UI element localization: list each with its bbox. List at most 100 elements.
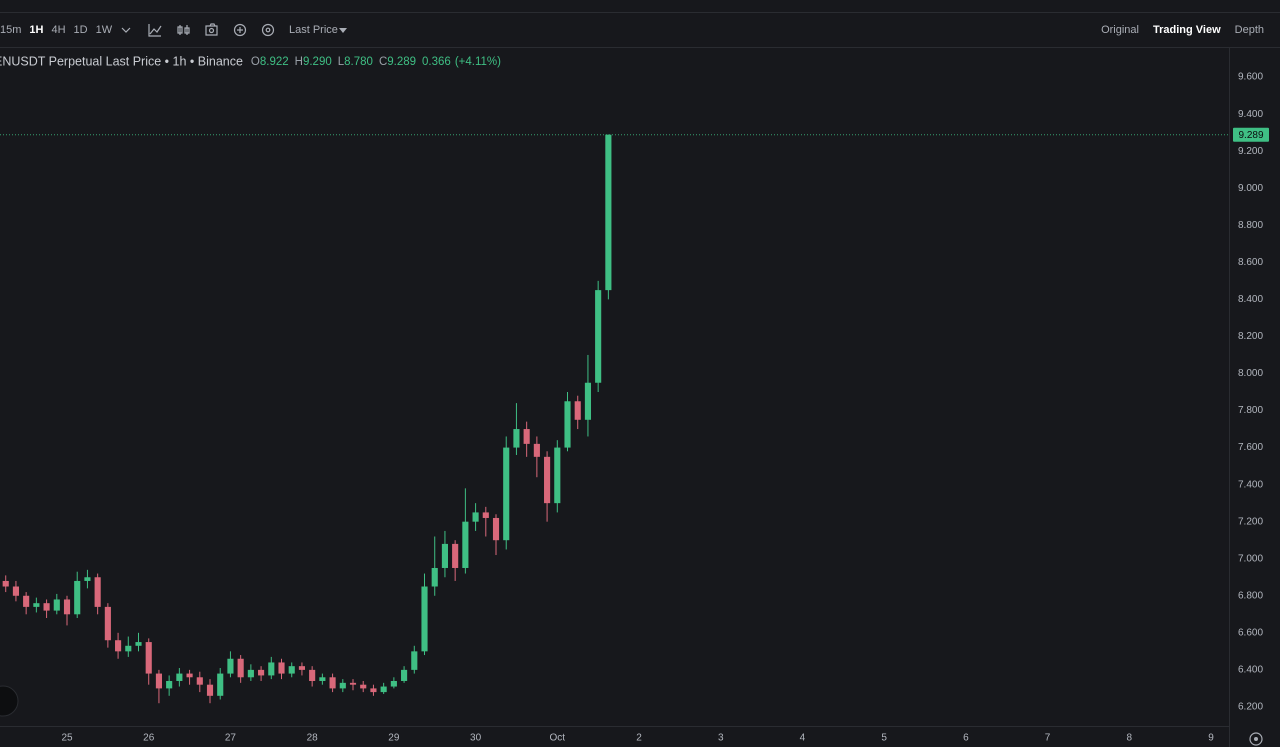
price-mode-arrow[interactable]	[339, 28, 347, 33]
y-tick-label: 7.600	[1238, 442, 1263, 453]
y-tick-label: 9.600	[1238, 72, 1263, 83]
chart-title: ENUSDT Perpetual Last Price • 1h • Binan…	[0, 54, 243, 68]
candle-body	[186, 673, 193, 678]
y-tick-label: 8.600	[1238, 257, 1263, 268]
ohlc-key: H	[295, 56, 303, 68]
candle-body	[472, 512, 479, 522]
add-icon	[237, 27, 243, 33]
candle-body	[247, 669, 254, 678]
time-settings-button[interactable]	[1249, 732, 1263, 746]
x-tick-label: 30	[470, 733, 482, 744]
y-tick-label: 7.000	[1238, 553, 1263, 564]
x-tick-label: Oct	[550, 733, 566, 744]
candle-body	[84, 577, 91, 581]
candle-body	[104, 606, 111, 641]
settings-button[interactable]	[261, 23, 275, 37]
candle-body	[227, 658, 234, 674]
candle-body	[43, 603, 50, 611]
candle-body	[319, 677, 326, 681]
ohlc-value: 8.780	[344, 56, 373, 68]
indicator-button[interactable]	[148, 24, 162, 37]
candle-body	[482, 512, 489, 518]
candle-body	[155, 673, 163, 689]
chart-type-button[interactable]	[177, 25, 190, 35]
candle-body	[278, 662, 285, 674]
candle-body	[554, 447, 561, 504]
settings-icon	[265, 27, 271, 33]
x-tick-label: 25	[61, 733, 73, 744]
candle-body	[74, 580, 81, 615]
interval-button[interactable]: 1D	[74, 24, 88, 36]
candle-body	[196, 677, 203, 685]
logo	[0, 685, 19, 717]
x-tick-label: 8	[1127, 733, 1133, 744]
candle-body	[268, 662, 275, 676]
x-tick-label: 5	[881, 733, 887, 744]
candle-body	[53, 599, 60, 611]
screenshot-button[interactable]	[205, 23, 218, 36]
view-tab[interactable]: Trading View	[1153, 24, 1221, 36]
ohlc-value: 9.290	[303, 56, 332, 68]
x-tick-label: 4	[800, 733, 806, 744]
candle-body	[23, 595, 30, 607]
candle-body	[370, 688, 377, 693]
candle-body	[145, 642, 152, 674]
interval-button[interactable]: 4H	[51, 24, 65, 36]
candle-body	[513, 429, 520, 448]
price-mode-select[interactable]: Last Price	[289, 24, 338, 36]
y-tick-label: 7.400	[1238, 479, 1263, 490]
candle-body	[544, 456, 551, 504]
ohlc-value: 9.289	[387, 56, 416, 68]
candle-body	[12, 586, 19, 596]
interval-dropdown[interactable]	[121, 27, 131, 33]
ohlc-key: L	[338, 56, 345, 68]
candle-body	[564, 401, 571, 448]
interval-button[interactable]: 1W	[96, 24, 113, 36]
y-tick-label: 8.200	[1238, 331, 1263, 342]
y-tick-label: 9.400	[1238, 109, 1263, 120]
view-tab[interactable]: Depth	[1235, 24, 1264, 36]
candle-body	[584, 382, 592, 420]
candle-body	[421, 586, 428, 652]
change-percent: (+4.11%)	[455, 56, 501, 68]
ohlc-key: C	[379, 56, 387, 68]
ohlc-value: 8.922	[260, 56, 289, 68]
x-tick-label: 26	[143, 733, 155, 744]
candle-body	[237, 658, 244, 678]
change-value: 0.366	[422, 56, 451, 68]
screenshot-lens	[208, 27, 215, 34]
candle-body	[258, 669, 265, 676]
candle-body	[492, 517, 500, 541]
x-tick-label: 29	[388, 733, 400, 744]
ohlc-key: O	[251, 56, 260, 68]
candle-body	[309, 669, 316, 681]
candle-body	[452, 543, 459, 568]
view-tab[interactable]: Original	[1101, 24, 1139, 36]
interval-button[interactable]: 1H	[29, 24, 43, 36]
y-tick-label: 9.200	[1238, 146, 1263, 157]
candle-body	[2, 580, 9, 587]
add-button[interactable]	[233, 23, 247, 37]
candle-body	[339, 682, 346, 689]
x-tick-label: 2	[636, 733, 642, 744]
candle-body	[595, 290, 602, 383]
interval-button[interactable]: 15m	[0, 24, 21, 36]
candle-body	[390, 680, 397, 687]
y-tick-label: 6.600	[1238, 627, 1263, 638]
x-tick-label: 9	[1208, 733, 1214, 744]
candle-body	[574, 401, 581, 420]
y-tick-label: 8.800	[1238, 220, 1263, 231]
candle-body	[462, 521, 469, 568]
candle-body	[441, 543, 449, 568]
y-tick-label: 8.000	[1238, 368, 1263, 379]
candle-body	[176, 673, 183, 681]
x-tick-label: 3	[718, 733, 724, 744]
x-tick-label: 6	[963, 733, 969, 744]
candle-body	[125, 645, 132, 652]
plot-area	[2, 134, 612, 704]
candle-body	[360, 684, 367, 689]
candle-body	[298, 666, 306, 670]
x-tick-label: 7	[1045, 733, 1051, 744]
